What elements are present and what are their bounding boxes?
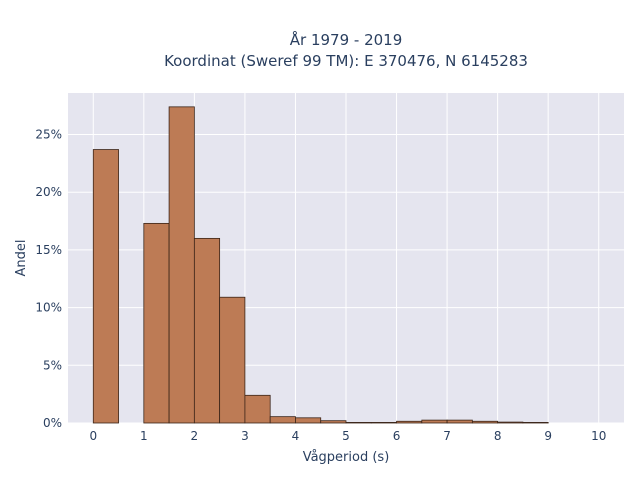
histogram-bar (497, 421, 524, 424)
y-tick-label: 10% (35, 301, 62, 315)
histogram-bar (421, 419, 448, 424)
histogram-bar (345, 422, 372, 424)
y-tick-label: 15% (35, 243, 62, 257)
x-tick-label: 1 (140, 429, 148, 443)
chart-title-line-2: Koordinat (Sweref 99 TM): E 370476, N 61… (164, 52, 528, 70)
histogram-bar (269, 416, 296, 424)
histogram-bar (168, 106, 195, 424)
y-tick-label: 25% (35, 128, 62, 142)
x-tick-label: 9 (544, 429, 552, 443)
histogram-bar (471, 420, 499, 424)
x-tick-label: 10 (591, 429, 606, 443)
x-tick-label: 3 (241, 429, 249, 443)
x-tick-label: 7 (443, 429, 451, 443)
x-tick-label: 5 (342, 429, 350, 443)
histogram-bar (370, 422, 397, 424)
x-axis-title: Vågperiod (s) (303, 450, 390, 465)
x-tick-label: 8 (494, 429, 502, 443)
histogram-bar (396, 420, 423, 424)
x-tick-label: 0 (89, 429, 97, 443)
histogram-bar (244, 394, 271, 424)
x-tick-label: 4 (292, 429, 300, 443)
histogram-bar (219, 296, 246, 424)
y-tick-label: 20% (35, 185, 62, 199)
chart-title-line-1: År 1979 - 2019 (290, 30, 403, 49)
histogram-bar (193, 237, 221, 424)
histogram-bar (295, 417, 322, 424)
histogram-bar (320, 420, 347, 424)
y-axis-title: Andel (14, 240, 29, 277)
x-axis-ticks: 0 1 2 3 4 5 6 7 8 9 10 (89, 429, 606, 443)
y-tick-label: 5% (43, 358, 62, 372)
x-tick-label: 6 (393, 429, 401, 443)
histogram-bar (522, 422, 549, 424)
histogram-bar (92, 149, 119, 424)
histogram-bar (143, 222, 170, 424)
histogram-bars (92, 106, 549, 424)
y-axis-ticks: 0% 5% 10% 15% 20% 25% (35, 128, 62, 430)
histogram-bar (446, 419, 473, 424)
y-tick-label: 0% (43, 416, 62, 430)
x-tick-label: 2 (191, 429, 199, 443)
